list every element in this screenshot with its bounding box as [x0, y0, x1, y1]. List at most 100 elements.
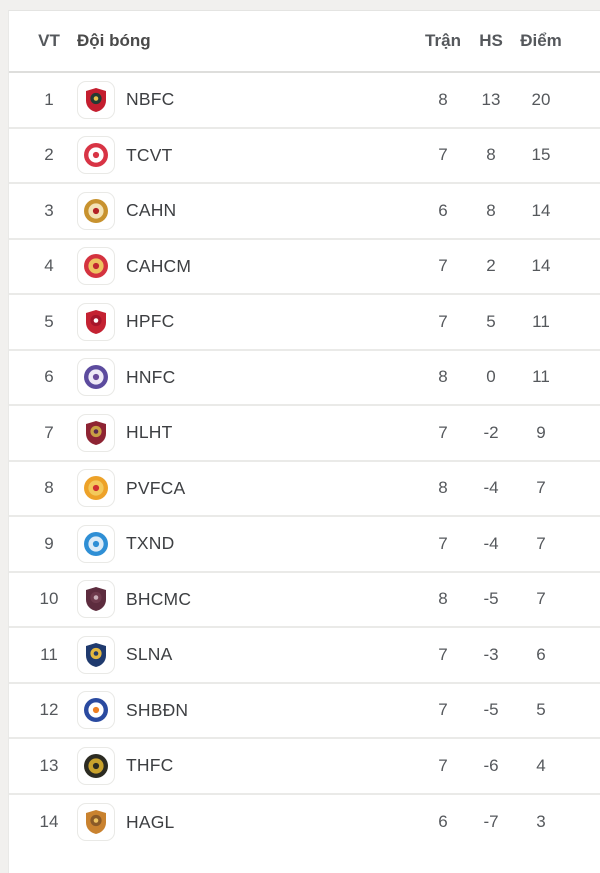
points-value: 5 — [536, 700, 546, 720]
table-row[interactable]: 1 NBFC 8 13 20 — [9, 73, 600, 129]
hlht-crest-icon — [83, 420, 109, 446]
team-name: BHCMC — [126, 588, 192, 609]
team-logo — [77, 580, 115, 619]
team-name: NBFC — [126, 89, 175, 110]
team-name: PVFCA — [126, 477, 186, 498]
goal-difference-value: -5 — [483, 700, 499, 720]
column-header-points: Điểm — [520, 31, 562, 50]
shbdn-crest-icon — [83, 697, 109, 723]
team-name: CAHCM — [126, 255, 192, 276]
standings-header-row: VT Đội bóng Trận HS Điểm — [9, 11, 600, 73]
table-row[interactable]: 11 SLNA 7 -3 6 — [9, 628, 600, 684]
column-header-position: VT — [38, 31, 60, 50]
table-row[interactable]: 14 HAGL 6 -7 3 — [9, 794, 600, 850]
points-value: 14 — [531, 256, 551, 276]
played-value: 7 — [438, 700, 448, 720]
points-value: 14 — [531, 200, 551, 220]
table-row[interactable]: 2 TCVT 7 8 15 — [9, 128, 600, 184]
team-name: TCVT — [126, 144, 173, 165]
goal-difference-value: -4 — [483, 533, 499, 553]
played-value: 7 — [438, 422, 448, 442]
team-logo — [77, 80, 115, 119]
points-value: 7 — [536, 589, 546, 609]
nbfc-crest-icon — [83, 87, 109, 113]
table-row[interactable]: 13 THFC 7 -6 4 — [9, 739, 600, 795]
team-name: CAHN — [126, 200, 177, 221]
team-name: HPFC — [126, 311, 175, 332]
goal-difference-value: -2 — [483, 422, 499, 442]
team-name: SHBĐN — [126, 699, 189, 720]
position-value: 13 — [39, 755, 59, 775]
team-logo — [77, 413, 115, 452]
team-name: HNFC — [126, 366, 176, 387]
team-logo — [77, 746, 115, 785]
played-value: 6 — [438, 812, 448, 832]
played-value: 8 — [438, 89, 448, 109]
goal-difference-value: 8 — [486, 145, 496, 165]
table-row[interactable]: 5 HPFC 7 5 11 — [9, 295, 600, 351]
tcvt-crest-icon — [83, 142, 109, 168]
table-row[interactable]: 8 PVFCA 8 -4 7 — [9, 461, 600, 517]
goal-difference-value: -6 — [483, 755, 499, 775]
played-value: 7 — [438, 145, 448, 165]
points-value: 11 — [532, 311, 550, 331]
position-value: 2 — [44, 145, 54, 165]
played-value: 6 — [438, 200, 448, 220]
position-value: 12 — [39, 700, 59, 720]
table-row[interactable]: 6 HNFC 8 0 11 — [9, 350, 600, 406]
team-name: TXND — [126, 533, 175, 554]
table-row[interactable]: 10 BHCMC 8 -5 7 — [9, 572, 600, 628]
played-value: 7 — [438, 533, 448, 553]
goal-difference-value: 5 — [486, 311, 496, 331]
goal-difference-value: 2 — [486, 256, 496, 276]
goal-difference-value: -5 — [483, 589, 499, 609]
team-logo — [77, 691, 115, 730]
team-logo — [77, 635, 115, 674]
points-value: 7 — [536, 533, 546, 553]
column-header-team: Đội bóng — [77, 31, 151, 50]
team-logo — [77, 247, 115, 286]
points-value: 3 — [536, 812, 546, 832]
points-value: 9 — [536, 422, 546, 442]
played-value: 8 — [438, 589, 448, 609]
points-value: 4 — [536, 755, 546, 775]
position-value: 6 — [44, 367, 54, 387]
played-value: 7 — [438, 755, 448, 775]
table-row[interactable]: 12 SHBĐN 7 -5 5 — [9, 683, 600, 739]
position-value: 3 — [44, 200, 54, 220]
goal-difference-value: -4 — [483, 478, 499, 498]
goal-difference-value: 13 — [481, 89, 501, 109]
team-logo — [77, 358, 115, 397]
team-name: HLHT — [126, 422, 173, 443]
pvfca-crest-icon — [83, 475, 109, 501]
position-value: 10 — [39, 589, 59, 609]
played-value: 7 — [438, 311, 448, 331]
slna-crest-icon — [83, 642, 109, 668]
points-value: 7 — [536, 478, 546, 498]
goal-difference-value: 0 — [486, 367, 496, 387]
position-value: 11 — [40, 644, 58, 664]
played-value: 8 — [438, 367, 448, 387]
team-logo — [77, 524, 115, 563]
points-value: 6 — [536, 644, 546, 664]
position-value: 14 — [39, 812, 59, 832]
played-value: 7 — [438, 256, 448, 276]
table-row[interactable]: 4 CAHCM 7 2 14 — [9, 239, 600, 295]
goal-difference-value: 8 — [486, 200, 496, 220]
table-row[interactable]: 7 HLHT 7 -2 9 — [9, 406, 600, 462]
team-logo — [77, 302, 115, 341]
team-name: SLNA — [126, 644, 173, 665]
team-name: HAGL — [126, 811, 175, 832]
team-name: THFC — [126, 755, 174, 776]
cahn-crest-icon — [83, 198, 109, 224]
hnfc-crest-icon — [83, 364, 109, 390]
position-value: 7 — [44, 422, 54, 442]
table-row[interactable]: 3 CAHN 6 8 14 — [9, 184, 600, 240]
points-value: 11 — [532, 367, 550, 387]
position-value: 4 — [44, 256, 54, 276]
standings-card: VT Đội bóng Trận HS Điểm 1 NBFC 8 13 20 … — [8, 10, 600, 873]
table-row[interactable]: 9 TXND 7 -4 7 — [9, 517, 600, 573]
points-value: 15 — [531, 145, 551, 165]
team-logo — [77, 136, 115, 175]
team-logo — [77, 469, 115, 508]
